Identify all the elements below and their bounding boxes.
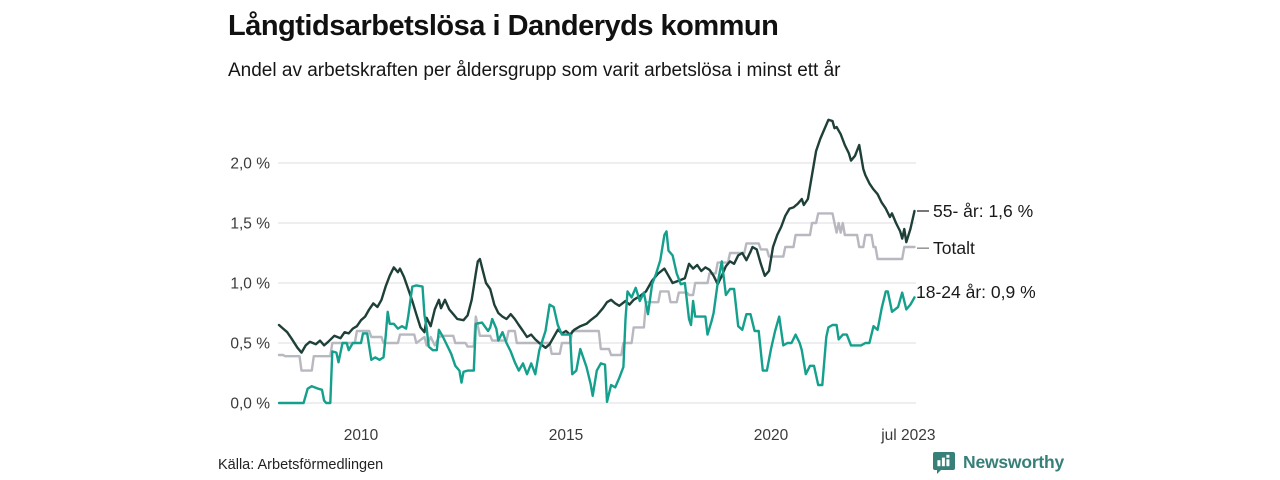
x-tick-label: 2020 (754, 427, 789, 444)
x-tick-label: 2010 (344, 427, 379, 444)
series-annotation: 55- år: 1,6 % (933, 201, 1033, 221)
series-annotation: Totalt (933, 238, 975, 258)
y-tick-label: 1,0 % (230, 276, 270, 293)
series-line-55-r (277, 118, 916, 354)
y-tick-label: 0,5 % (230, 336, 270, 353)
page-subtitle: Andel av arbetskraften per åldersgrupp s… (228, 60, 841, 81)
y-tick-label: 0,0 % (230, 396, 270, 413)
newsworthy-logo-icon (932, 450, 956, 474)
newsworthy-brand: Newsworthy (932, 450, 1064, 474)
y-tick-label: 2,0 % (230, 156, 270, 173)
x-tick-label: jul 2023 (880, 427, 935, 444)
x-tick-label: 2015 (549, 427, 583, 444)
newsworthy-wordmark: Newsworthy (963, 451, 1065, 472)
source-note: Källa: Arbetsförmedlingen (218, 457, 384, 473)
y-tick-label: 1,5 % (230, 216, 270, 233)
series-annotation: 18-24 år: 0,9 % (916, 282, 1036, 302)
series-line-18-24-r (277, 230, 916, 405)
page-title: Långtidsarbetslösa i Danderyds kommun (228, 10, 779, 42)
series-line-totalt (277, 212, 916, 372)
